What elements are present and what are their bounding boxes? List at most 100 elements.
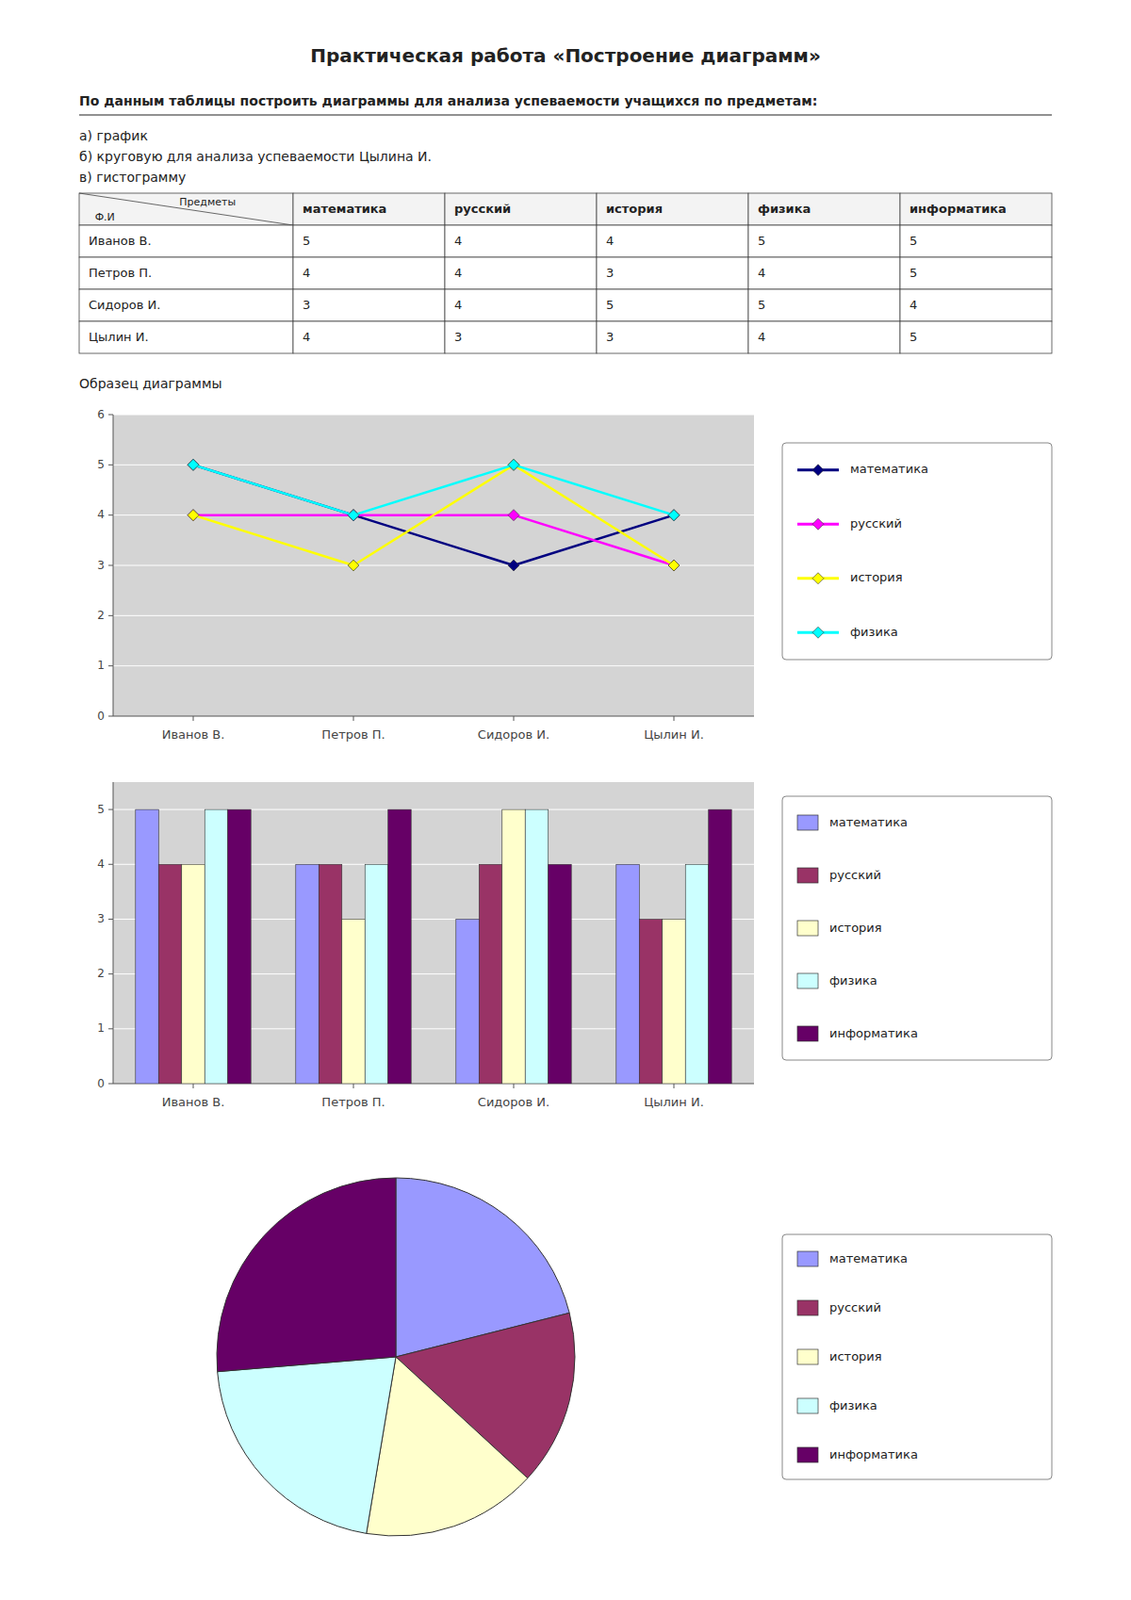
table-value: 4 [909,297,918,312]
y-tick-label: 3 [97,558,105,573]
point [187,458,199,471]
point [347,509,360,522]
y-tick-label: 2 [97,967,105,981]
table-header: Ф.И [95,211,115,224]
legend-entry: физика [829,1398,878,1413]
point [187,509,199,522]
y-tick-label: 5 [97,458,105,472]
bar [456,918,479,1084]
bar [685,864,708,1084]
legend-entry: физика [850,624,899,640]
table-value: 4 [302,329,311,345]
table-value: 3 [606,329,614,345]
grid-line [113,615,754,617]
table-cell [596,225,749,258]
bar [524,809,548,1084]
legend-marker [812,518,824,530]
table-value: 4 [302,265,311,280]
table-cell [748,289,901,322]
line-chart: 0123456Иванов В.Петров П.Сидоров И.Цылин… [97,408,1052,742]
legend-entry: русский [829,1300,882,1315]
y-tick [108,615,114,617]
y-tick [108,973,114,975]
legend-swatch [797,1026,819,1042]
legend-frame [782,796,1052,1061]
y-tick-label: 0 [97,709,105,723]
x-tick [513,1083,515,1089]
table-cell [900,321,1052,354]
x-tick [193,716,195,722]
sample-label: Образец диаграммы [79,376,223,392]
table-cell [596,193,749,226]
bar [204,809,228,1084]
legend-swatch [797,1398,819,1414]
table-value: 3 [454,329,462,345]
x-tick [353,716,355,722]
x-axis [113,716,754,718]
grid-line [113,565,754,567]
bar [158,864,181,1084]
bar [388,809,411,1084]
x-tick-label: Петров П. [321,1095,385,1110]
table-cell [900,289,1052,322]
point [508,458,520,471]
table-value: 4 [606,233,614,248]
series-line [193,515,674,566]
table: ПредметыФ.Иматематикарусскийисторияфизик… [79,193,1052,354]
task-line: По данным таблицы построить диаграммы дл… [79,93,818,109]
table-header: Предметы [179,196,236,209]
y-tick-label: 2 [97,608,105,623]
x-tick-label: Иванов В. [162,727,226,742]
page: Практическая работа «Построение диаграмм… [0,0,1131,1600]
legend-swatch [797,920,819,936]
table-cell [293,321,445,354]
point [508,458,520,471]
bar [135,809,159,1084]
bar [364,864,388,1084]
y-tick [108,565,114,567]
legend-swatch [797,815,819,831]
table-cell [79,225,294,258]
table-cell [748,321,901,354]
x-tick-label: Цылин И. [643,1095,705,1110]
table-value: 5 [606,297,614,312]
x-tick [513,716,515,722]
x-tick-label: Петров П. [321,727,385,742]
plot-background [113,414,754,717]
slice [216,1178,396,1373]
point [347,509,360,522]
x-tick [193,1083,195,1089]
legend-swatch [797,1349,819,1365]
line-marks [187,458,680,572]
table-cell [900,257,1052,290]
table-cell [748,225,901,258]
table-value: 5 [909,265,918,280]
x-tick-label: Сидоров И. [477,727,550,742]
table-value: 4 [757,265,766,280]
x-tick [673,1083,675,1089]
table-header: русский [454,201,511,216]
y-tick [108,1028,114,1030]
y-tick [108,414,114,416]
grid-line [113,464,754,466]
table-cell [79,289,294,322]
slice [217,1357,396,1534]
x-tick [673,716,675,722]
table-cell [444,193,597,226]
legend-entry: история [850,570,903,585]
y-tick-label: 1 [97,658,105,673]
table-cell [293,193,445,226]
legend-marker [812,573,824,585]
legend-marker [812,464,824,476]
legend-swatch [797,868,819,884]
point [668,509,680,522]
legend-swatch [797,1251,819,1267]
y-tick [108,864,114,866]
grid-line [113,414,754,416]
diagonal [79,193,294,226]
legend: математикарусскийисторияфизика [782,442,1052,660]
bar [295,864,319,1084]
legend-swatch [797,973,819,989]
point [347,509,360,522]
table-cell [596,289,749,322]
